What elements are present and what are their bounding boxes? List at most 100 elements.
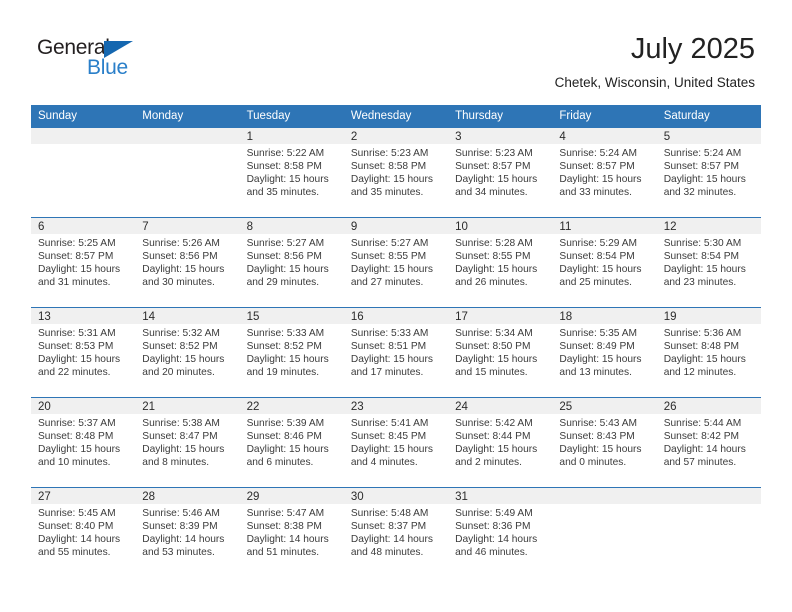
sunrise-text: Sunrise: 5:48 AM (350, 508, 429, 519)
calendar-day-cell[interactable]: 2 Sunrise: 5:23 AM Sunset: 8:58 PM Dayli… (343, 128, 449, 218)
calendar-day-cell[interactable]: 13 Sunrise: 5:31 AM Sunset: 8:53 PM Dayl… (31, 307, 136, 398)
calendar-day-cell[interactable] (31, 128, 136, 218)
calendar-day-cell[interactable]: 11 Sunrise: 5:29 AM Sunset: 8:54 PM Dayl… (552, 217, 657, 308)
calendar-day-cell[interactable]: 29 Sunrise: 5:47 AM Sunset: 8:38 PM Dayl… (239, 487, 344, 577)
calendar-day-cell[interactable]: 6 Sunrise: 5:25 AM Sunset: 8:57 PM Dayli… (31, 217, 136, 308)
day-number: 5 (656, 128, 761, 144)
weekday-header-wednesday: Wednesday (343, 105, 449, 128)
calendar-day-cell[interactable]: 10 Sunrise: 5:28 AM Sunset: 8:55 PM Dayl… (448, 217, 553, 308)
daylight-text: Daylight: 15 hours and 19 minutes. (246, 354, 329, 379)
day-details: Sunrise: 5:45 AM Sunset: 8:40 PM Dayligh… (31, 504, 135, 559)
calendar-day-cell[interactable]: 1 Sunrise: 5:22 AM Sunset: 8:58 PM Dayli… (239, 128, 344, 218)
day-details: Sunrise: 5:23 AM Sunset: 8:58 PM Dayligh… (344, 144, 448, 199)
calendar-day-cell[interactable]: 27 Sunrise: 5:45 AM Sunset: 8:40 PM Dayl… (31, 487, 136, 577)
calendar-day-cell[interactable]: 4 Sunrise: 5:24 AM Sunset: 8:57 PM Dayli… (552, 128, 657, 218)
calendar-day-cell[interactable]: 18 Sunrise: 5:35 AM Sunset: 8:49 PM Dayl… (552, 307, 657, 398)
day-number: 11 (552, 218, 657, 234)
calendar-day-cell[interactable]: 9 Sunrise: 5:27 AM Sunset: 8:55 PM Dayli… (343, 217, 449, 308)
day-details: Sunrise: 5:23 AM Sunset: 8:57 PM Dayligh… (448, 144, 552, 199)
sunrise-text: Sunrise: 5:36 AM (663, 328, 742, 339)
day-number: 15 (239, 308, 344, 324)
sunset-text: Sunset: 8:49 PM (559, 341, 635, 353)
sunrise-text: Sunrise: 5:39 AM (246, 418, 325, 429)
calendar-day-cell[interactable]: 26 Sunrise: 5:44 AM Sunset: 8:42 PM Dayl… (656, 397, 761, 488)
sunrise-text: Sunrise: 5:43 AM (559, 418, 637, 429)
day-number: 9 (343, 218, 449, 234)
calendar-day-cell[interactable] (656, 487, 761, 577)
calendar-day-cell[interactable]: 17 Sunrise: 5:34 AM Sunset: 8:50 PM Dayl… (448, 307, 553, 398)
day-details (552, 504, 656, 507)
sunrise-text: Sunrise: 5:47 AM (246, 508, 325, 519)
page-header: General Blue July 2025 Chetek, Wisconsin… (0, 0, 792, 104)
daylight-text: Daylight: 15 hours and 33 minutes. (559, 174, 642, 199)
calendar-day-cell[interactable]: 23 Sunrise: 5:41 AM Sunset: 8:45 PM Dayl… (343, 397, 449, 488)
day-details: Sunrise: 5:41 AM Sunset: 8:45 PM Dayligh… (344, 414, 448, 469)
day-details (657, 504, 761, 507)
day-number: 10 (448, 218, 553, 234)
calendar-day-cell[interactable] (552, 487, 657, 577)
daylight-text: Daylight: 15 hours and 27 minutes. (350, 264, 433, 289)
day-details: Sunrise: 5:29 AM Sunset: 8:54 PM Dayligh… (552, 234, 656, 289)
calendar-day-cell[interactable]: 12 Sunrise: 5:30 AM Sunset: 8:54 PM Dayl… (656, 217, 761, 308)
calendar-day-cell[interactable]: 21 Sunrise: 5:38 AM Sunset: 8:47 PM Dayl… (135, 397, 240, 488)
sunset-text: Sunset: 8:51 PM (350, 341, 427, 353)
day-details: Sunrise: 5:27 AM Sunset: 8:56 PM Dayligh… (240, 234, 344, 289)
day-details: Sunrise: 5:24 AM Sunset: 8:57 PM Dayligh… (657, 144, 761, 199)
sunset-text: Sunset: 8:55 PM (350, 251, 427, 263)
calendar-day-cell[interactable]: 31 Sunrise: 5:49 AM Sunset: 8:36 PM Dayl… (448, 487, 553, 577)
daylight-text: Daylight: 14 hours and 57 minutes. (663, 444, 746, 469)
calendar-day-cell[interactable]: 25 Sunrise: 5:43 AM Sunset: 8:43 PM Dayl… (552, 397, 657, 488)
sunset-text: Sunset: 8:50 PM (455, 341, 531, 353)
calendar-day-cell[interactable]: 19 Sunrise: 5:36 AM Sunset: 8:48 PM Dayl… (656, 307, 761, 398)
sunrise-text: Sunrise: 5:33 AM (246, 328, 325, 339)
calendar-day-cell[interactable]: 3 Sunrise: 5:23 AM Sunset: 8:57 PM Dayli… (448, 128, 553, 218)
day-number: 4 (552, 128, 657, 144)
calendar-day-cell[interactable]: 5 Sunrise: 5:24 AM Sunset: 8:57 PM Dayli… (656, 128, 761, 218)
day-details: Sunrise: 5:33 AM Sunset: 8:52 PM Dayligh… (240, 324, 344, 379)
sunrise-text: Sunrise: 5:28 AM (455, 238, 533, 249)
day-details (31, 144, 135, 147)
calendar-day-cell[interactable]: 28 Sunrise: 5:46 AM Sunset: 8:39 PM Dayl… (135, 487, 240, 577)
daylight-text: Daylight: 15 hours and 22 minutes. (38, 354, 121, 379)
daylight-text: Daylight: 15 hours and 0 minutes. (559, 444, 642, 469)
calendar-day-cell[interactable]: 14 Sunrise: 5:32 AM Sunset: 8:52 PM Dayl… (135, 307, 240, 398)
day-number: 16 (343, 308, 449, 324)
calendar-day-cell[interactable]: 8 Sunrise: 5:27 AM Sunset: 8:56 PM Dayli… (239, 217, 344, 308)
calendar-day-cell[interactable]: 30 Sunrise: 5:48 AM Sunset: 8:37 PM Dayl… (343, 487, 449, 577)
day-details: Sunrise: 5:28 AM Sunset: 8:55 PM Dayligh… (448, 234, 552, 289)
sunset-text: Sunset: 8:57 PM (663, 161, 740, 173)
daylight-text: Daylight: 15 hours and 32 minutes. (663, 174, 746, 199)
calendar-day-cell[interactable]: 24 Sunrise: 5:42 AM Sunset: 8:44 PM Dayl… (448, 397, 553, 488)
sunset-text: Sunset: 8:56 PM (246, 251, 322, 263)
sunset-text: Sunset: 8:57 PM (38, 251, 114, 263)
sunset-text: Sunset: 8:45 PM (350, 431, 427, 443)
calendar-day-cell[interactable]: 7 Sunrise: 5:26 AM Sunset: 8:56 PM Dayli… (135, 217, 240, 308)
day-details: Sunrise: 5:33 AM Sunset: 8:51 PM Dayligh… (344, 324, 448, 379)
daylight-text: Daylight: 15 hours and 20 minutes. (142, 354, 225, 379)
day-details: Sunrise: 5:39 AM Sunset: 8:46 PM Dayligh… (240, 414, 344, 469)
sunrise-text: Sunrise: 5:24 AM (663, 148, 742, 159)
sunset-text: Sunset: 8:39 PM (142, 521, 218, 533)
daylight-text: Daylight: 15 hours and 23 minutes. (663, 264, 746, 289)
daylight-text: Daylight: 15 hours and 34 minutes. (455, 174, 538, 199)
sunset-text: Sunset: 8:58 PM (350, 161, 427, 173)
daylight-text: Daylight: 14 hours and 53 minutes. (142, 534, 225, 559)
day-number: 6 (31, 218, 136, 234)
sunset-text: Sunset: 8:57 PM (455, 161, 531, 173)
sunset-text: Sunset: 8:37 PM (350, 521, 427, 533)
sunrise-text: Sunrise: 5:41 AM (350, 418, 429, 429)
calendar-day-cell[interactable] (135, 128, 240, 218)
sunrise-text: Sunrise: 5:35 AM (559, 328, 637, 339)
calendar-day-cell[interactable]: 20 Sunrise: 5:37 AM Sunset: 8:48 PM Dayl… (31, 397, 136, 488)
day-number: 22 (239, 398, 344, 414)
sunset-text: Sunset: 8:43 PM (559, 431, 635, 443)
day-number (135, 128, 240, 144)
day-details: Sunrise: 5:38 AM Sunset: 8:47 PM Dayligh… (135, 414, 239, 469)
daylight-text: Daylight: 14 hours and 55 minutes. (38, 534, 121, 559)
day-number: 1 (239, 128, 344, 144)
daylight-text: Daylight: 15 hours and 26 minutes. (455, 264, 538, 289)
calendar-day-cell[interactable]: 15 Sunrise: 5:33 AM Sunset: 8:52 PM Dayl… (239, 307, 344, 398)
calendar-day-cell[interactable]: 22 Sunrise: 5:39 AM Sunset: 8:46 PM Dayl… (239, 397, 344, 488)
calendar-day-cell[interactable]: 16 Sunrise: 5:33 AM Sunset: 8:51 PM Dayl… (343, 307, 449, 398)
day-number: 14 (135, 308, 240, 324)
